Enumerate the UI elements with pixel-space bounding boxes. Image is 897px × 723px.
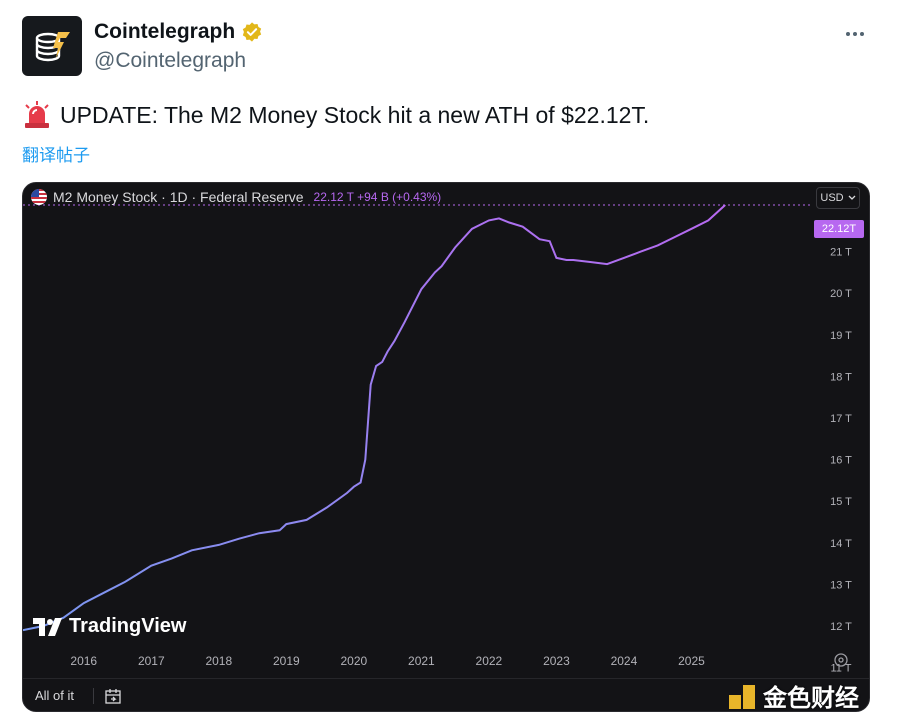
- y-tick-label: 14 T: [830, 538, 852, 550]
- chevron-down-icon: [848, 195, 856, 200]
- m2-line-chart: 11 T 12 T 13 T 14 T 15 T 16 T 17 T 18 T 19 T 20 T…: [23, 204, 852, 675]
- chart-current-values: 22.12 T +94 B (+0.43%): [313, 190, 442, 204]
- tradingview-brand: TradingView: [69, 615, 187, 637]
- x-tick-label: 2016: [70, 654, 97, 668]
- chart-toolbar: All of it 1:1: [23, 678, 869, 711]
- tradingview-logo-icon: [33, 617, 62, 636]
- jinse-logo-icon: [729, 684, 755, 709]
- m2-series-line: [23, 204, 726, 632]
- y-tick-label: 20 T: [830, 288, 852, 300]
- y-tick-label: 12 T: [830, 621, 852, 633]
- chart-title: M2 Money Stock · 1D · Federal Reserve: [53, 189, 304, 205]
- tradingview-logo: TradingView: [33, 615, 186, 638]
- chart-image[interactable]: 11 T 12 T 13 T 14 T 15 T 16 T 17 T 18 T 19 T 20 T…: [22, 182, 870, 712]
- y-tick-label: 13 T: [830, 579, 852, 591]
- siren-emoji-icon: [25, 101, 49, 128]
- toolbar-time-label: 1:1: [765, 688, 784, 703]
- us-flag-icon: [31, 189, 47, 205]
- y-tick-label: 18 T: [830, 371, 852, 383]
- author-name[interactable]: Cointelegraph: [94, 20, 236, 43]
- y-tick-label: 21 T: [830, 247, 852, 259]
- watermark-text: 金色财经: [763, 684, 859, 712]
- x-tick-label: 2022: [476, 654, 503, 668]
- more-icon[interactable]: [840, 24, 870, 44]
- x-tick-label: 2017: [138, 654, 165, 668]
- current-price-tag: 22.12T: [814, 220, 864, 238]
- calendar-range-icon[interactable]: [103, 686, 123, 706]
- x-tick-label: 2025: [678, 654, 705, 668]
- y-tick-label: 19 T: [830, 330, 852, 342]
- range-all-button[interactable]: All of it: [35, 688, 75, 703]
- x-tick-label: 2021: [408, 654, 435, 668]
- currency-label: USD: [820, 192, 844, 204]
- toolbar-divider: [93, 688, 94, 704]
- y-tick-label: 15 T: [830, 496, 852, 508]
- x-tick-label: 2020: [341, 654, 368, 668]
- y-tick-label: 11 T: [831, 663, 852, 675]
- tweet-text: UPDATE: The M2 Money Stock hit a new ATH…: [60, 101, 650, 128]
- currency-selector[interactable]: USD: [816, 187, 860, 209]
- y-tick-label: 17 T: [830, 413, 852, 425]
- chart-title-bar: M2 Money Stock · 1D · Federal Reserve 22…: [31, 189, 441, 205]
- tweet-header: Cointelegraph @Cointelegraph: [22, 16, 882, 78]
- reset-scale-icon[interactable]: [833, 652, 849, 668]
- x-tick-label: 2019: [273, 654, 300, 668]
- author-handle[interactable]: @Cointelegraph: [94, 49, 247, 72]
- tweet-body: UPDATE: The M2 Money Stock hit a new ATH…: [22, 100, 649, 130]
- x-tick-label: 2018: [205, 654, 232, 668]
- x-tick-label: 2024: [611, 654, 638, 668]
- jinse-watermark: 金色财经: [727, 678, 859, 713]
- y-tick-label: 16 T: [830, 455, 852, 467]
- cointelegraph-logo-avatar[interactable]: [22, 16, 82, 76]
- translate-post-link[interactable]: 翻译帖子: [22, 146, 90, 166]
- verified-badge-icon: [243, 22, 262, 42]
- x-tick-label: 2023: [543, 654, 570, 668]
